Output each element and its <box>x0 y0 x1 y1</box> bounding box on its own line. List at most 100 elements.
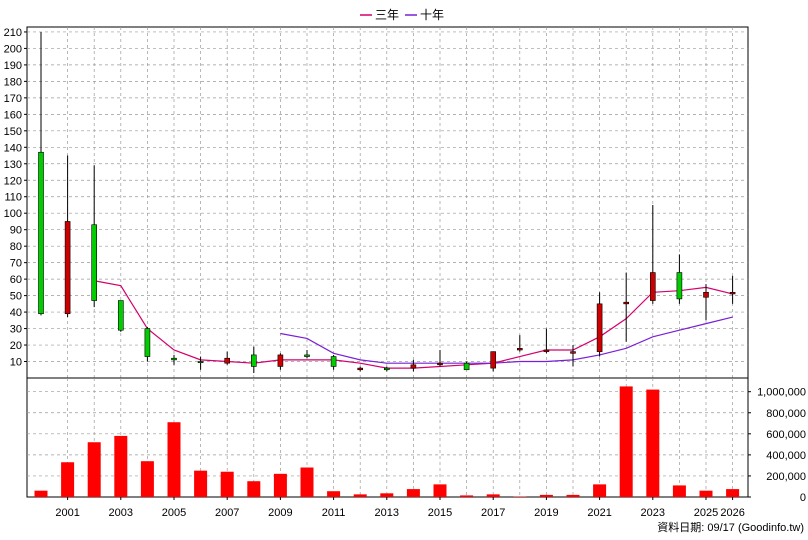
price-tick-label: 150 <box>4 126 22 138</box>
price-tick-label: 210 <box>4 27 22 39</box>
candle-body <box>330 356 337 367</box>
candle-body <box>516 348 523 351</box>
price-tick-label: 90 <box>10 225 22 237</box>
x-tick-label: 2017 <box>481 507 505 519</box>
volume-panel: 0 200,000 400,000 600,000 800,000 1,000,000 <box>26 377 806 504</box>
candle-body <box>623 301 630 305</box>
x-tick-label: 2015 <box>428 507 452 519</box>
x-tick-label: 2003 <box>109 507 133 519</box>
volume-bar <box>380 493 394 497</box>
volume-bar <box>273 473 287 497</box>
price-tick-label: 20 <box>10 340 22 352</box>
price-panel: 10 20 30 40 50 60 70 80 90 100 110 120 130 140 150 160 1… <box>4 26 749 379</box>
volume-bar <box>539 494 553 497</box>
price-tick-label: 30 <box>10 324 22 336</box>
price-tick-label: 80 <box>10 241 22 253</box>
candle-body <box>251 354 257 367</box>
volume-tick-label: 200,000 <box>766 471 806 483</box>
volume-bar <box>34 490 48 497</box>
candle-body <box>91 224 97 301</box>
volume-tick-label: 600,000 <box>766 429 806 441</box>
price-tick-label: 130 <box>4 159 22 171</box>
candles <box>38 31 736 374</box>
volume-bar <box>646 389 660 497</box>
legend-label-10y: 十年 <box>420 8 444 22</box>
price-tick-label: 10 <box>10 357 22 369</box>
price-tick-label: 120 <box>4 175 22 187</box>
line-10y <box>280 316 733 364</box>
volume-bar <box>140 461 154 497</box>
volume-bar <box>672 485 686 497</box>
price-axis: 10 20 30 40 50 60 70 80 90 100 110 120 130 140 150 160 1… <box>4 27 27 369</box>
volume-bar <box>114 435 128 497</box>
candle-body <box>277 354 284 367</box>
volume-bar <box>726 489 740 497</box>
volume-bar <box>247 481 261 497</box>
price-tick-label: 170 <box>4 93 22 105</box>
candle-body <box>410 364 417 369</box>
candle-body <box>596 303 603 352</box>
volume-bar <box>194 470 208 497</box>
candle-body <box>463 362 470 371</box>
price-tick-label: 180 <box>4 76 22 88</box>
volume-tick-label: 1,000,000 <box>757 387 806 399</box>
volume-bar <box>460 495 474 497</box>
price-tick-label: 140 <box>4 142 22 154</box>
price-tick-label: 40 <box>10 307 22 319</box>
volume-bar <box>406 489 420 497</box>
volume-bar <box>566 494 580 497</box>
volume-bar <box>353 494 367 497</box>
candle-body <box>171 357 177 361</box>
x-tick-label: 2001 <box>55 507 79 519</box>
volume-tick-label: 0 <box>800 492 806 504</box>
x-tick-label: 2025 <box>694 507 718 519</box>
price-tick-label: 100 <box>4 208 22 220</box>
volume-tick-label: 800,000 <box>766 408 806 420</box>
candle-body <box>676 272 683 300</box>
volume-bar <box>433 484 447 497</box>
volume-bar <box>699 490 713 497</box>
candle-body <box>729 292 736 295</box>
candle-body <box>224 357 230 364</box>
candle-body <box>197 361 204 364</box>
candle-body <box>437 362 443 366</box>
volume-tick-label: 400,000 <box>766 450 806 462</box>
volume-bar <box>619 386 633 497</box>
volume-bar <box>327 491 341 497</box>
price-tick-label: 70 <box>10 258 22 270</box>
candle-body <box>543 349 550 352</box>
price-tick-label: 60 <box>10 274 22 286</box>
x-axis: 2001 2003 2005 2007 2009 2011 2013 2015 2017 2019… <box>55 497 745 519</box>
price-tick-label: 190 <box>4 60 22 72</box>
x-tick-label: 2007 <box>215 507 239 519</box>
x-tick-label: 2026 <box>720 507 744 519</box>
candle-body <box>649 272 656 301</box>
legend-label-3y: 三年 <box>375 8 399 22</box>
candle-body <box>304 354 310 357</box>
candle-body <box>703 292 709 298</box>
volume-bar <box>167 422 181 497</box>
candle-body <box>38 151 44 315</box>
volume-bar <box>513 496 527 497</box>
candle-body <box>64 221 71 315</box>
volume-bar <box>593 484 607 497</box>
x-tick-label: 2019 <box>534 507 558 519</box>
volume-bars <box>34 386 740 497</box>
price-tick-label: 110 <box>4 192 22 204</box>
volume-plot-frame <box>26 377 749 498</box>
x-tick-label: 2013 <box>375 507 399 519</box>
candle-body <box>570 351 576 354</box>
volume-axis: 0 200,000 400,000 600,000 800,000 1,000,000 <box>748 387 806 504</box>
price-tick-label: 160 <box>4 109 22 121</box>
footer-source: 資料日期: 09/17 (Goodinfo.tw) <box>657 520 804 534</box>
volume-bar <box>87 442 101 497</box>
volume-bar <box>220 471 234 497</box>
x-tick-label: 2009 <box>268 507 292 519</box>
volume-bar <box>61 462 75 497</box>
price-tick-label: 50 <box>10 291 22 303</box>
candle-body <box>383 367 390 371</box>
candle-body <box>144 328 151 357</box>
x-tick-label: 2023 <box>641 507 665 519</box>
price-tick-label: 200 <box>4 43 22 55</box>
